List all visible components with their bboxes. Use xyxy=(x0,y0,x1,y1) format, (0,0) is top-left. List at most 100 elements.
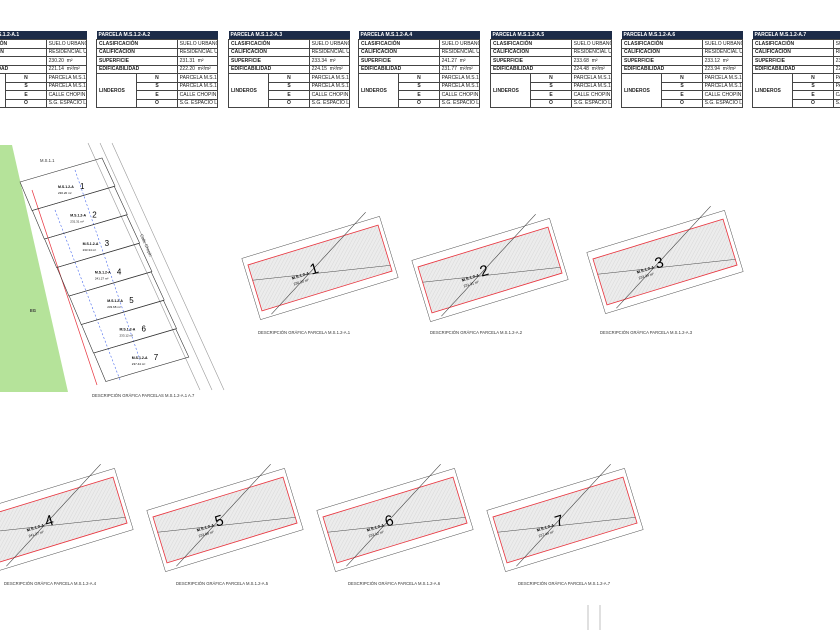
parcel-caption: DESCRIPCIÓN GRÁFICA PARCELA M.S.1.2-A.7 xyxy=(518,581,611,586)
value: S.G. ESPACIO LIBRE xyxy=(438,98,481,108)
site-parcel-label: M.S.1.2-A 5 233.68 m² xyxy=(107,296,134,309)
label: LINDEROS xyxy=(95,73,138,108)
site-parcel-label: M.S.1.2-A 2 231.31 m² xyxy=(70,211,97,224)
parcel-id: M.S.1.2-A xyxy=(636,265,655,275)
site-parcel-outline xyxy=(44,214,141,268)
site-parcel-outline xyxy=(19,157,116,211)
parcel-area: 231.31 m² xyxy=(463,280,480,289)
parcel-boundary xyxy=(592,218,738,306)
label: LINDEROS xyxy=(751,73,794,108)
svg-text:6: 6 xyxy=(142,325,147,334)
svg-text:7: 7 xyxy=(154,353,159,362)
parcel-id: M.S.1.2-A xyxy=(536,523,555,533)
label: LINDEROS xyxy=(620,73,663,108)
svg-text:233.12 m²: 233.12 m² xyxy=(120,334,134,338)
svg-text:M.S.1.2-A: M.S.1.2-A xyxy=(95,271,111,275)
table-title: PARCELA M.S.1.2-A.2 xyxy=(96,31,218,40)
svg-text:231.31 m²: 231.31 m² xyxy=(70,220,84,224)
svg-text:M.S.1.2-A: M.S.1.2-A xyxy=(58,185,74,189)
parcel-boundary xyxy=(417,226,563,314)
site-parcel-outline xyxy=(56,243,153,297)
parcel-area: 233.68 m² xyxy=(198,530,215,539)
parcel-area: 233.34 m² xyxy=(638,272,655,281)
table-title: PARCELA M.S.1.2-A.4 xyxy=(358,31,480,40)
svg-text:5: 5 xyxy=(129,296,134,305)
table-title: PARCELA M.S.1.2-A.6 xyxy=(621,31,743,40)
label: LINDEROS xyxy=(489,73,532,108)
parcel-table: PARCELA M.S.1.2-A.2 CLASIFICACIÓN SUELO U… xyxy=(95,31,219,108)
parcel-caption: DESCRIPCIÓN GRÁFICA PARCELA M.S.1.2-A.1 xyxy=(258,330,351,335)
green-area xyxy=(0,145,68,392)
parcel-id: M.S.1.2-A xyxy=(461,273,480,283)
parcel-id: M.S.1.2-A xyxy=(291,271,310,281)
table-title: PARCELA M.S.1.2-A.1 xyxy=(0,31,87,40)
parcel-caption: DESCRIPCIÓN GRÁFICA PARCELA M.S.1.2-A.2 xyxy=(430,330,523,335)
parcel-id: M.S.1.2-A xyxy=(196,523,215,533)
value: S.G. ESPACIO LIBRE xyxy=(832,98,840,108)
parcel-area: 237.44 m² xyxy=(538,530,555,539)
parcel-caption: DESCRIPCIÓN GRÁFICA PARCELA M.S.1.2-A.3 xyxy=(600,330,693,335)
table-title: PARCELA M.S.1.2-A.7 xyxy=(752,31,840,40)
parcel-caption: DESCRIPCIÓN GRÁFICA PARCELA M.S.1.2-A.6 xyxy=(348,581,441,586)
north-parcel-label: M.S.1.1 xyxy=(40,158,55,163)
parcel-area: 241.27 m² xyxy=(28,530,45,539)
site-parcel-outline xyxy=(31,186,128,240)
site-parcel-outline xyxy=(68,271,165,325)
svg-text:3: 3 xyxy=(105,239,110,248)
site-parcel-label: M.S.1.2-A 6 233.12 m² xyxy=(120,325,147,338)
svg-text:2: 2 xyxy=(92,211,97,220)
svg-text:230.20 m²: 230.20 m² xyxy=(58,191,72,195)
site-parcel-label: M.S.1.2-A 3 233.34 m² xyxy=(83,239,110,252)
site-parcel-label: M.S.1.2-A 4 241.27 m² xyxy=(95,268,122,281)
parcel-id: M.S.1.2-A xyxy=(26,523,45,533)
table-title: PARCELA M.S.1.2-A.3 xyxy=(228,31,350,40)
value: S.G. ESPACIO LIBRE xyxy=(308,98,351,108)
parcel-id: M.S.1.2-A xyxy=(366,523,385,533)
site-parcel-outline xyxy=(93,328,190,382)
svg-text:M.S.1.2-A: M.S.1.2-A xyxy=(120,328,136,332)
svg-text:233.34 m²: 233.34 m² xyxy=(83,248,97,252)
site-plan-caption: DESCRIPCIÓN GRÁFICA PARCELAS M.S.1.2-A.1… xyxy=(92,393,195,398)
svg-text:237.44 m²: 237.44 m² xyxy=(132,362,146,366)
street-label: Calle Chopin xyxy=(139,233,154,258)
svg-text:233.68 m²: 233.68 m² xyxy=(107,305,121,309)
site-plan: EG Calle Chopin M.S.1.1 M.S.1.2-A 1 230.20 m²… xyxy=(0,142,225,398)
parcel-table: PARCELA M.S.1.2-A.5 CLASIFICACIÓN SUELO U… xyxy=(489,31,613,108)
svg-text:M.S.1.2-A: M.S.1.2-A xyxy=(107,299,123,303)
svg-text:M.S.1.2-A: M.S.1.2-A xyxy=(132,356,148,360)
value: S.G. ESPACIO LIBRE xyxy=(176,98,219,108)
parcel-boundary xyxy=(152,476,298,564)
parcel-boundary xyxy=(0,476,128,564)
parcel-caption: DESCRIPCIÓN GRÁFICA PARCELA M.S.1.2-A.4 xyxy=(4,581,97,586)
parcel-caption: DESCRIPCIÓN GRÁFICA PARCELA M.S.1.2-A.5 xyxy=(176,581,269,586)
parcel-table: PARCELA M.S.1.2-A.6 CLASIFICACIÓN SUELO U… xyxy=(620,31,744,108)
value: S.G. ESPACIO LIBRE xyxy=(701,98,744,108)
svg-text:M.S.1.2-A: M.S.1.2-A xyxy=(70,214,86,218)
parcel-table: PARCELA M.S.1.2-A.4 CLASIFICACIÓN SUELO U… xyxy=(357,31,481,108)
svg-text:241.27 m²: 241.27 m² xyxy=(95,277,109,281)
svg-text:1: 1 xyxy=(80,182,85,191)
svg-text:M.S.1.2-A: M.S.1.2-A xyxy=(83,242,99,246)
site-parcel-label: M.S.1.2-A 1 230.20 m² xyxy=(58,182,85,195)
value: S.G. ESPACIO LIBRE xyxy=(570,98,613,108)
parcel-area: 233.12 m² xyxy=(368,530,385,539)
parcel-boundary xyxy=(492,476,638,564)
svg-text:4: 4 xyxy=(117,268,122,277)
parcel-table: PARCELA M.S.1.2-A.3 CLASIFICACIÓN SUELO U… xyxy=(227,31,351,108)
value: S.G. ESPACIO LIBRE xyxy=(45,98,88,108)
green-label: EG xyxy=(30,308,36,313)
parcel-boundary xyxy=(322,476,468,564)
table-title: PARCELA M.S.1.2-A.5 xyxy=(490,31,612,40)
site-parcel-outline xyxy=(81,300,177,354)
parcel-area: 230.20 m² xyxy=(293,278,310,287)
